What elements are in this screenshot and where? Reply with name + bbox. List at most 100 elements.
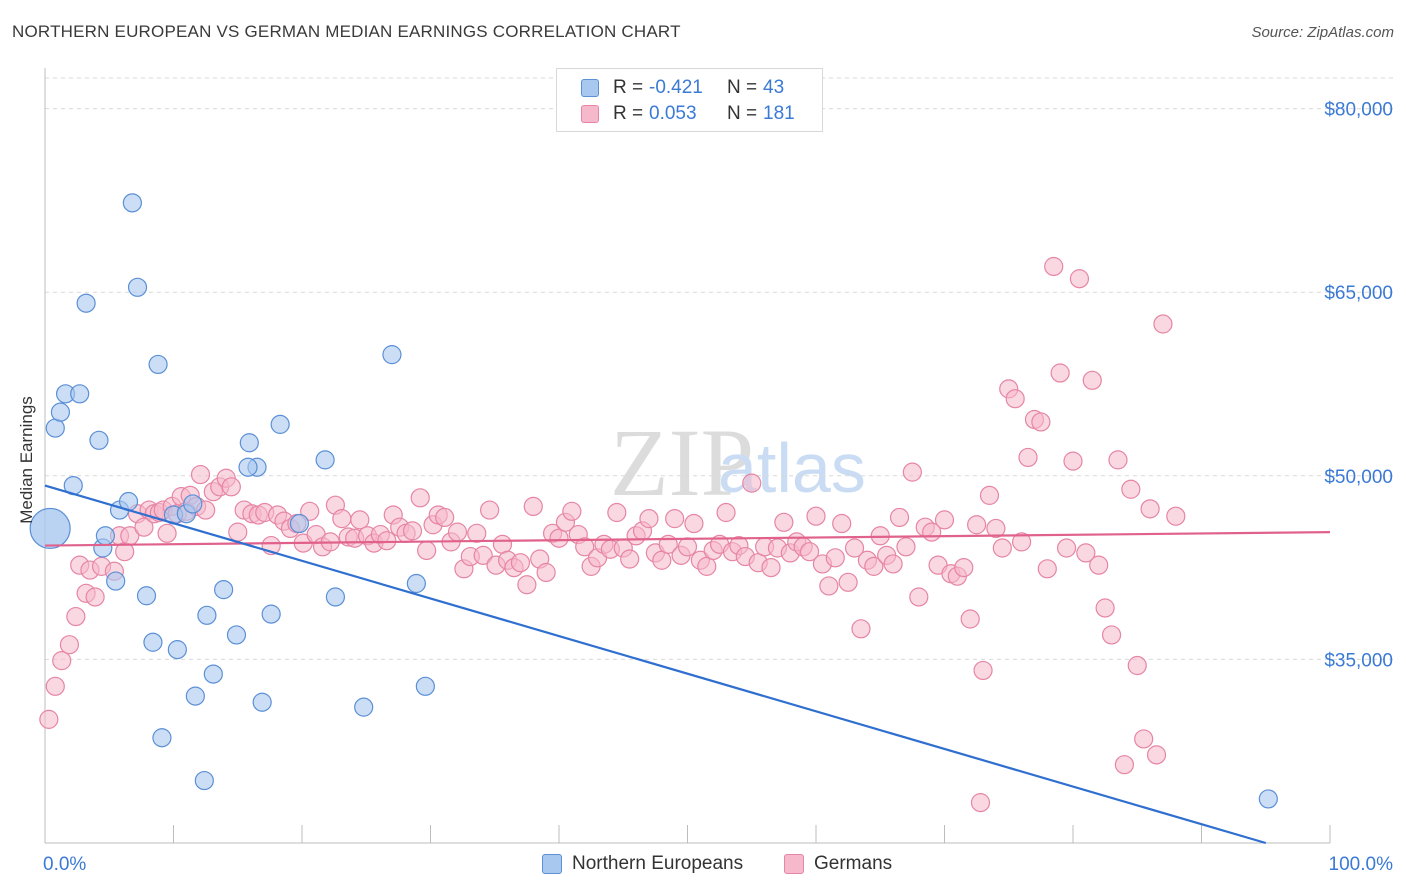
data-point-northern-europeans xyxy=(70,384,90,404)
data-point-northern-europeans xyxy=(325,587,346,607)
data-point-germans xyxy=(575,537,595,557)
data-point-northern-europeans xyxy=(148,354,168,375)
data-point-germans xyxy=(332,509,352,529)
data-point-germans xyxy=(864,556,884,576)
data-point-germans xyxy=(992,538,1012,558)
data-point-germans xyxy=(819,576,839,596)
data-point-germans xyxy=(350,510,370,530)
data-point-germans xyxy=(300,501,320,521)
data-point-germans xyxy=(1011,532,1032,552)
data-point-germans xyxy=(228,522,248,542)
data-point-northern-europeans xyxy=(354,697,374,717)
data-point-germans xyxy=(883,554,903,574)
trend-line-northern-europeans xyxy=(44,484,1267,845)
blue-swatch-icon xyxy=(581,79,599,97)
data-point-northern-europeans xyxy=(143,632,163,652)
correlation-legend: R = -0.421 N = 43 R = 0.053 N = 181 xyxy=(556,68,823,132)
data-point-northern-europeans xyxy=(238,457,258,477)
data-point-germans xyxy=(134,517,154,537)
data-point-germans xyxy=(45,676,65,696)
data-point-germans xyxy=(480,500,500,520)
data-point-germans xyxy=(221,477,241,497)
r-label: R = xyxy=(613,77,644,98)
data-point-northern-europeans xyxy=(95,526,115,546)
data-point-germans xyxy=(954,557,974,578)
data-point-northern-europeans xyxy=(106,571,126,591)
data-point-northern-europeans xyxy=(89,430,109,450)
r-value: 0.053 xyxy=(649,103,697,124)
trend-line-germans xyxy=(44,531,1331,547)
data-point-germans xyxy=(190,464,211,485)
data-point-germans xyxy=(1153,314,1173,334)
data-point-germans xyxy=(435,507,455,528)
data-point-germans xyxy=(1005,389,1025,409)
data-point-northern-europeans xyxy=(50,402,71,422)
data-point-germans xyxy=(934,510,955,530)
data-point-northern-europeans xyxy=(415,676,435,696)
data-point-germans xyxy=(85,587,105,607)
data-point-germans xyxy=(66,606,86,627)
data-point-northern-europeans xyxy=(197,605,217,625)
n-value: 43 xyxy=(763,77,785,98)
data-point-germans xyxy=(806,506,826,526)
blue-swatch-icon xyxy=(542,854,562,874)
x-tick-label: 0.0% xyxy=(43,854,86,875)
data-point-germans xyxy=(1063,451,1083,471)
data-point-germans xyxy=(467,523,487,543)
x-tick-label: 100.0% xyxy=(1329,854,1394,875)
data-point-germans xyxy=(562,501,582,521)
data-point-northern-europeans xyxy=(122,193,142,213)
data-point-northern-europeans xyxy=(382,345,402,365)
data-point-germans xyxy=(889,507,910,528)
data-point-northern-europeans xyxy=(183,494,203,514)
data-point-germans xyxy=(402,521,423,541)
data-point-germans xyxy=(1095,598,1115,618)
data-point-germans xyxy=(517,575,537,595)
data-point-northern-europeans xyxy=(152,728,172,748)
data-point-northern-europeans xyxy=(289,513,310,534)
data-point-northern-europeans xyxy=(261,604,281,624)
data-point-germans xyxy=(639,509,659,529)
data-point-germans xyxy=(774,512,794,532)
data-point-germans xyxy=(607,502,627,523)
data-point-germans xyxy=(761,557,781,578)
data-point-germans xyxy=(1056,538,1077,558)
data-point-germans xyxy=(697,556,717,576)
data-point-germans xyxy=(1114,755,1135,775)
data-point-germans xyxy=(844,538,865,558)
data-point-germans xyxy=(1050,363,1070,383)
data-point-germans xyxy=(1134,729,1154,749)
data-point-germans xyxy=(909,587,929,607)
watermark-atlas: atlas xyxy=(718,429,866,507)
data-point-northern-europeans xyxy=(406,573,426,594)
data-point-germans xyxy=(523,496,543,516)
data-point-northern-europeans xyxy=(167,640,187,660)
data-point-germans xyxy=(157,523,177,543)
chart-title: NORTHERN EUROPEAN VS GERMAN MEDIAN EARNI… xyxy=(12,22,681,41)
data-point-germans xyxy=(1121,479,1141,499)
source-label: Source: ZipAtlas.com xyxy=(1251,24,1394,41)
data-point-northern-europeans xyxy=(194,770,214,791)
data-point-germans xyxy=(665,509,685,529)
y-tick-label: $35,000 xyxy=(1324,650,1393,671)
data-point-germans xyxy=(973,660,993,681)
data-point-germans xyxy=(896,537,916,557)
data-point-germans xyxy=(1082,370,1102,390)
pink-swatch-icon xyxy=(581,105,599,123)
data-point-germans xyxy=(417,540,437,561)
data-point-germans xyxy=(410,488,430,508)
legend-row-northern-europeans: R = -0.421 N = 43 xyxy=(581,76,784,100)
data-point-northern-europeans xyxy=(270,414,290,434)
data-point-germans xyxy=(59,635,80,655)
legend-row-germans: R = 0.053 N = 181 xyxy=(581,102,795,126)
data-point-germans xyxy=(1089,555,1109,575)
data-point-northern-europeans xyxy=(76,293,96,313)
legend-label: Germans xyxy=(814,853,893,874)
legend-label: Northern Europeans xyxy=(572,853,744,874)
legend-item-germans[interactable]: Germans xyxy=(784,853,892,875)
data-point-germans xyxy=(447,522,468,542)
legend-item-northern-europeans[interactable]: Northern Europeans xyxy=(542,853,743,875)
data-point-germans xyxy=(742,473,762,493)
series-legend: Northern Europeans Germans xyxy=(0,850,1406,880)
data-point-germans xyxy=(1166,506,1186,526)
